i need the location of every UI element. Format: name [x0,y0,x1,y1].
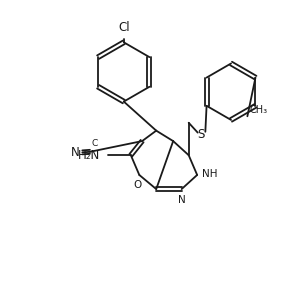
Text: H₂N: H₂N [78,149,100,162]
Text: CH₃: CH₃ [250,105,268,115]
Text: N: N [71,146,80,159]
Text: C: C [91,139,98,148]
Text: O: O [134,180,142,190]
Text: S: S [198,127,205,141]
Text: N: N [178,195,185,205]
Text: NH: NH [202,169,218,179]
Text: Cl: Cl [118,21,130,34]
